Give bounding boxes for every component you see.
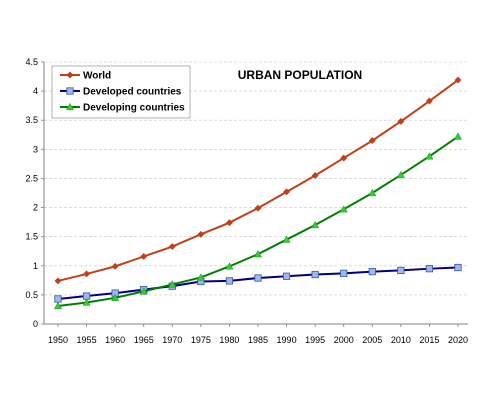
data-point-world [254, 204, 262, 212]
data-point-world [368, 137, 376, 145]
y-tick-label: 4 [33, 86, 38, 96]
y-tick-label: 0.5 [25, 290, 38, 300]
data-point-developing-countries [368, 188, 377, 197]
data-point-world [425, 97, 433, 105]
data-point-developing-countries [196, 273, 205, 281]
y-tick-label: 0 [33, 319, 38, 329]
legend-marker-developing-countries [65, 102, 75, 111]
legend-marker-developed-countries [66, 87, 74, 95]
data-point-developed-countries [82, 292, 91, 300]
x-tick-label: 2005 [362, 335, 382, 345]
data-point-developing-countries [425, 152, 434, 160]
legend-marker-world [66, 71, 74, 79]
data-point-developing-countries [339, 205, 348, 213]
data-point-developing-countries [311, 220, 320, 229]
legend: World Developed countries Developing count… [51, 65, 191, 119]
data-point-developed-countries [225, 277, 234, 285]
data-point-world [454, 76, 462, 84]
chart-title: URBAN POPULATION [238, 68, 362, 82]
data-point-developing-countries [253, 250, 263, 258]
data-point-world [83, 270, 91, 278]
data-point-world [283, 188, 291, 196]
x-tick-label: 1990 [277, 335, 297, 345]
data-point-developed-countries [311, 270, 319, 279]
data-point-developed-countries [254, 274, 262, 282]
data-point-developing-countries [282, 235, 291, 243]
data-point-developed-countries [397, 266, 405, 275]
data-point-developing-countries [225, 262, 234, 270]
data-point-world [311, 171, 319, 180]
data-point-developing-countries [168, 280, 177, 288]
y-tick-label: 4.5 [25, 57, 38, 67]
legend-label-developed-countries: Developed countries [83, 87, 182, 98]
data-point-developing-countries [139, 287, 148, 295]
x-tick-label: 2020 [448, 335, 468, 345]
data-point-world [197, 230, 205, 238]
data-point-developed-countries [340, 269, 348, 277]
data-point-world [225, 219, 233, 227]
x-tick-label: 1960 [105, 335, 125, 345]
data-point-world [397, 117, 405, 125]
y-tick-label: 1.5 [25, 232, 38, 242]
data-point-developing-countries [53, 301, 63, 310]
y-tick-labels: 0 0.5 1 1.5 2 2.5 3 3.5 4 4.5 [25, 57, 38, 329]
data-point-developing-countries [82, 298, 91, 306]
data-point-world [111, 262, 119, 270]
x-tick-label: 1980 [219, 335, 239, 345]
x-tick-label: 1950 [48, 335, 68, 345]
x-tick-label: 1975 [191, 335, 211, 345]
data-point-developed-countries [368, 267, 376, 276]
x-tick-label: 2010 [391, 335, 411, 345]
y-tick-label: 2.5 [25, 173, 38, 183]
y-tick-label: 2 [33, 203, 38, 213]
data-point-developing-countries [453, 132, 463, 140]
x-tick-label: 2000 [334, 335, 354, 345]
axes [41, 61, 468, 327]
series-group [53, 76, 463, 310]
x-tick-label: 1985 [248, 335, 268, 345]
data-point-developed-countries [425, 265, 434, 273]
data-point-world [54, 277, 62, 285]
data-point-developed-countries [282, 272, 291, 280]
y-tick-label: 3.5 [25, 115, 38, 125]
y-tick-label: 3 [33, 144, 38, 154]
data-point-world [168, 243, 176, 251]
legend-label-world: World [83, 71, 111, 82]
legend-label-developing-countries: Developing countries [83, 103, 185, 114]
data-point-world [140, 252, 148, 261]
data-point-developed-countries [54, 295, 62, 303]
data-point-developed-countries [454, 263, 462, 272]
data-point-developing-countries [111, 293, 120, 301]
x-tick-label: 1970 [162, 335, 182, 345]
data-point-developing-countries [396, 170, 405, 179]
data-point-world [340, 154, 348, 162]
x-tick-label: 1955 [77, 335, 97, 345]
y-tick-label: 1 [33, 261, 38, 271]
x-tick-label: 1995 [305, 335, 325, 345]
x-tick-label: 2015 [419, 335, 439, 345]
x-tick-labels: 1950 1955 1960 1965 1970 1975 1980 1985 1990 1995… [48, 335, 468, 345]
x-tick-label: 1965 [134, 335, 154, 345]
